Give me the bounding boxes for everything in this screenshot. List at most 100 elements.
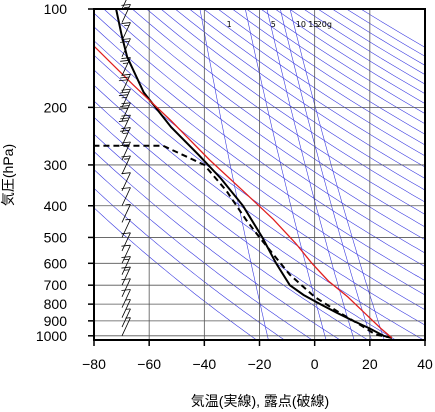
wind-barb	[118, 102, 131, 122]
dry-adiabat-line	[346, 9, 425, 57]
wind-barb-flag	[121, 256, 131, 258]
dry-adiabat-line	[94, 100, 424, 340]
wind-barb-staff	[121, 172, 131, 191]
wind-barb-flag	[120, 105, 130, 107]
mixing-ratio-label: 1	[227, 20, 232, 29]
wind-barb-flag	[120, 117, 130, 120]
x-axis-label: 気温(実線), 露点(破線)	[191, 393, 329, 409]
x-tick-label: 0	[311, 356, 319, 372]
wind-barb	[121, 187, 131, 206]
wind-barb-half-flag	[125, 317, 131, 319]
dry-adiabat-line	[94, 69, 425, 311]
wind-barb-flag	[118, 107, 128, 110]
dry-adiabat-line	[94, 151, 341, 340]
y-axis-label: 気圧(hPa)	[0, 144, 16, 206]
wind-barb-flag	[120, 91, 130, 94]
dry-adiabat-line	[94, 40, 425, 281]
wind-barb-staff	[121, 187, 131, 206]
wind-barb	[121, 232, 131, 252]
dry-adiabat-line	[103, 9, 425, 241]
wind-barb	[121, 155, 131, 175]
dry-adiabat-line	[217, 9, 425, 146]
mixing-ratio-line	[199, 9, 269, 340]
dry-adiabat-line	[94, 54, 425, 296]
wind-barb-flag	[121, 102, 131, 105]
mixing-ratio-label: 5	[271, 20, 276, 29]
dry-adiabat-line	[117, 9, 425, 228]
series-group	[94, 9, 393, 339]
dry-adiabat-line	[332, 9, 425, 66]
wind-barb-staff	[121, 245, 131, 264]
wind-barb-staff	[121, 219, 131, 238]
wind-barb	[121, 317, 131, 336]
y-tick-label: 300	[44, 157, 68, 173]
wind-barb-flag	[120, 76, 130, 79]
dewpoint-line	[94, 144, 393, 339]
y-tick-label: 1000	[36, 328, 67, 344]
wind-barb	[121, 218, 131, 238]
y-tick-label: 700	[44, 277, 68, 293]
wind-barb-staff	[121, 0, 127, 10]
wind-barb	[118, 88, 131, 108]
dry-adiabat-line	[303, 9, 425, 85]
dry-adiabat-line	[94, 84, 425, 326]
wind-barb-half-flag	[121, 97, 127, 99]
wind-barb	[121, 299, 131, 318]
guide-lines	[94, 9, 425, 340]
wind-barb-flag	[121, 232, 131, 235]
wind-barb-flag	[121, 88, 131, 91]
x-tick-label: 40	[417, 356, 433, 372]
wind-barb-half-flag	[124, 24, 130, 27]
wind-barb	[121, 278, 131, 298]
wind-barb-flag	[118, 120, 128, 122]
y-tick-label: 500	[44, 229, 68, 245]
wind-barb-flag	[121, 172, 131, 175]
wind-barb	[118, 73, 131, 93]
wind-barb-flag	[120, 144, 130, 147]
dry-adiabat-line	[94, 12, 425, 254]
dry-adiabat-line	[94, 26, 425, 267]
wind-barb-flag	[121, 38, 131, 41]
wind-barb-flag	[121, 141, 131, 144]
wind-barb	[120, 57, 131, 76]
dry-adiabat-line	[94, 169, 313, 340]
wind-barb-flag	[121, 289, 131, 291]
wind-barb-staff	[121, 289, 131, 308]
wind-barb-staff	[121, 299, 131, 318]
wind-barb-half-flag	[125, 308, 131, 310]
wind-barb-half-flag	[122, 62, 128, 64]
y-tick-label: 400	[44, 198, 68, 214]
x-axis-ticks: −80 −60 −40 −20 0 20 40	[82, 340, 433, 372]
dry-adiabat-line	[94, 116, 396, 340]
dry-adiabat-line	[175, 9, 425, 179]
wind-barb	[121, 244, 131, 264]
wind-barb-staff	[121, 204, 131, 223]
grid	[93, 8, 426, 340]
mixing-ratio-line	[280, 9, 372, 340]
mixing-ratio-line	[245, 9, 327, 340]
dry-adiabat-line	[146, 9, 425, 203]
wind-barb-half-flag	[122, 132, 128, 134]
y-tick-label: 800	[44, 296, 68, 312]
wind-barb	[121, 22, 131, 41]
reference-line	[94, 45, 393, 339]
wind-barb	[121, 172, 131, 191]
wind-barb	[121, 4, 131, 23]
wind-barb	[120, 38, 131, 57]
wind-barb-half-flag	[124, 269, 130, 271]
dry-adiabat-line	[203, 9, 425, 157]
mixing-ratio-line	[289, 9, 385, 340]
wind-barb-flag	[121, 187, 131, 190]
dry-adiabat-line	[94, 133, 369, 340]
wind-barb-half-flag	[125, 203, 131, 206]
wind-barb	[118, 114, 131, 134]
wind-barb-half-flag	[125, 299, 131, 301]
wind-barb-staff	[121, 278, 131, 298]
wind-barb-flag	[121, 266, 131, 269]
dry-adiabat-line	[189, 9, 425, 168]
dry-adiabat-line	[94, 187, 285, 340]
wind-barb-half-flag	[124, 258, 130, 261]
